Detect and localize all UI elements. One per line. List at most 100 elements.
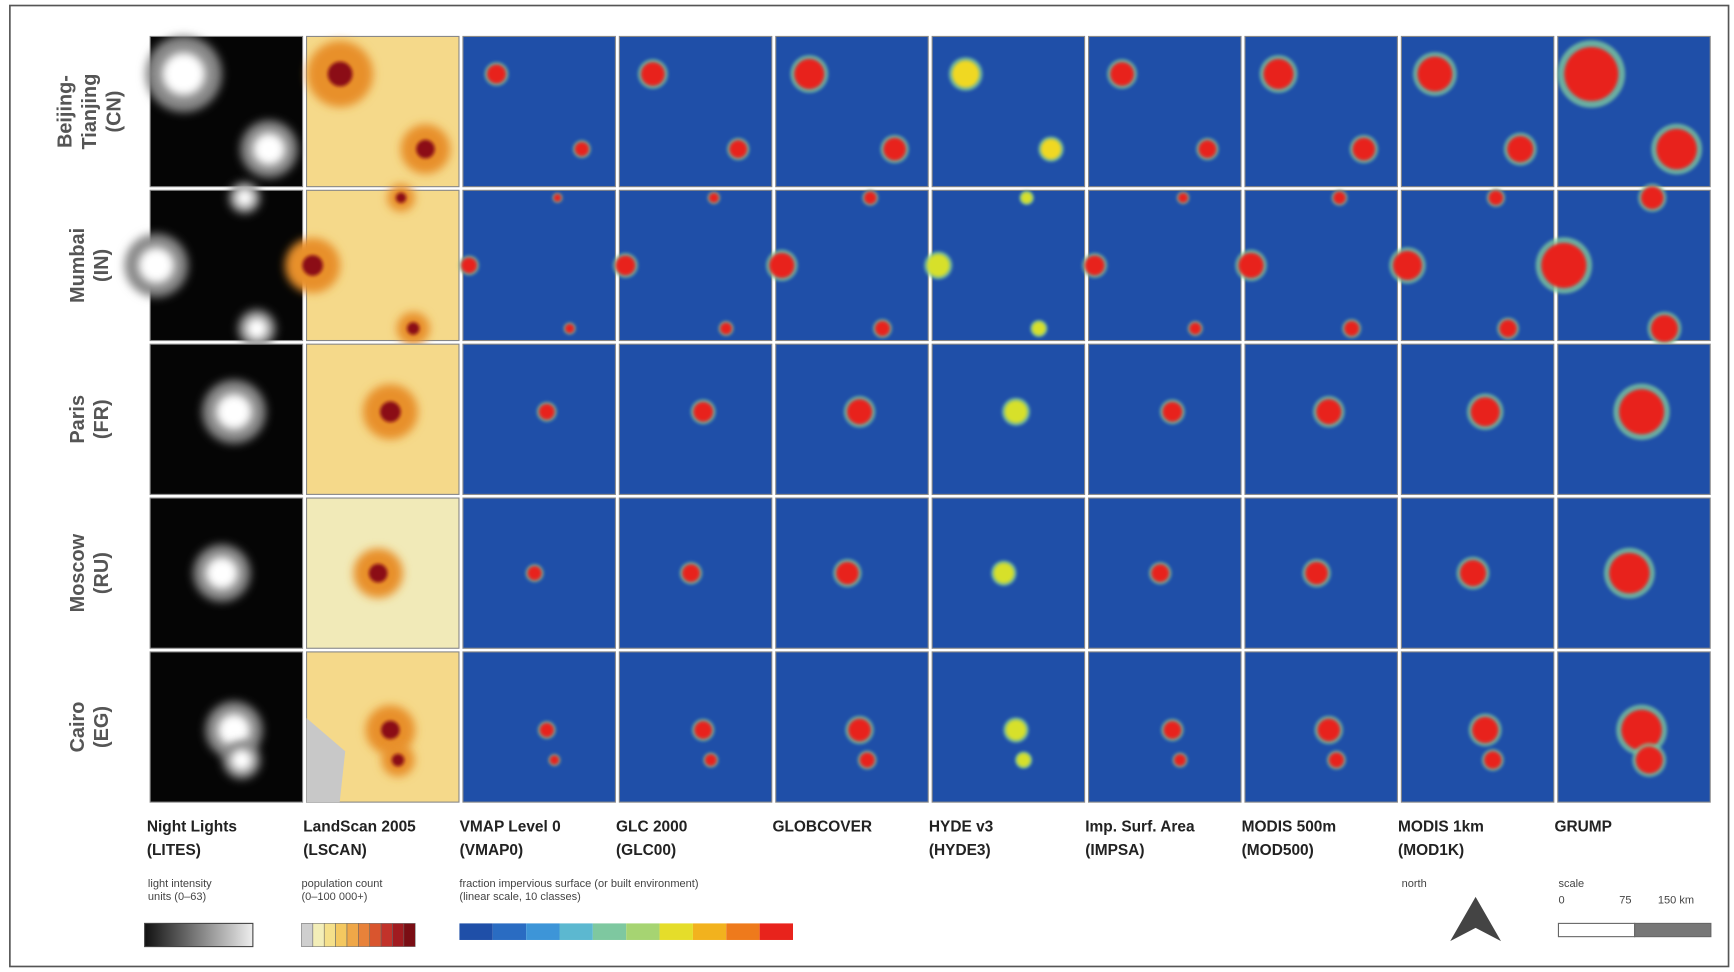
panel-bg	[776, 190, 928, 340]
row-label: Moscow	[67, 533, 89, 612]
panel-bg	[619, 190, 771, 340]
map-panel	[766, 190, 928, 341]
colorbar-cell	[760, 923, 793, 940]
urban-core	[709, 193, 719, 203]
colorbar-cell	[404, 923, 415, 946]
urban-core	[1041, 139, 1061, 159]
scale-bar-gray	[1635, 923, 1711, 936]
map-panel	[1089, 498, 1241, 648]
urban-core	[847, 399, 872, 424]
row-label: (IN)	[91, 249, 113, 282]
map-panel	[776, 652, 928, 802]
legend-text: scale	[1558, 878, 1584, 890]
map-panel	[285, 184, 459, 345]
urban-core	[1151, 564, 1169, 582]
map-panel	[1089, 36, 1241, 186]
pop-core	[407, 322, 419, 334]
column-label: (LSCAN)	[303, 842, 367, 859]
colorbar-cell	[726, 923, 759, 940]
map-panel	[1082, 190, 1241, 340]
map-panel	[150, 498, 302, 648]
column-label: (VMAP0)	[460, 842, 524, 859]
pop-core	[380, 401, 401, 422]
map-panel	[924, 190, 1084, 340]
map-panel	[1401, 36, 1553, 186]
urban-core	[1316, 399, 1341, 424]
urban-core	[1393, 251, 1422, 280]
column-label: Imp. Surf. Area	[1085, 819, 1195, 836]
urban-core	[1085, 255, 1105, 275]
panel-bg	[1089, 36, 1241, 186]
legend-text: units (0–63)	[148, 891, 206, 903]
urban-core	[883, 138, 906, 161]
urban-core	[540, 723, 554, 737]
map-panel	[1401, 498, 1553, 648]
urban-core	[1656, 129, 1697, 170]
map-panel	[463, 344, 615, 494]
figure: light intensity units (0–63) population …	[0, 0, 1734, 972]
map-panel	[1558, 36, 1711, 186]
column-label: (IMPSA)	[1085, 842, 1144, 859]
light-core	[218, 714, 250, 746]
impervious-colorbar	[459, 923, 793, 940]
urban-core	[1460, 560, 1486, 586]
urban-core	[1641, 187, 1664, 210]
map-panel	[1089, 344, 1241, 494]
column-label: GRUMP	[1554, 819, 1612, 836]
colorbar-cell	[324, 923, 335, 946]
urban-core	[616, 255, 636, 275]
scale-bar-white	[1558, 923, 1634, 936]
legend-text: (linear scale, 10 classes)	[459, 891, 580, 903]
urban-core	[682, 564, 700, 582]
urban-core	[1484, 751, 1501, 768]
map-panel	[1245, 344, 1397, 494]
urban-core	[1489, 191, 1504, 206]
map-panel	[1245, 36, 1397, 186]
urban-core	[1564, 47, 1618, 101]
map-panel	[1401, 344, 1553, 494]
column-label: MODIS 500m	[1242, 819, 1336, 836]
panel-bg	[1245, 190, 1397, 340]
urban-core	[641, 62, 665, 86]
urban-core	[927, 254, 950, 277]
column-label: MODIS 1km	[1398, 819, 1484, 836]
urban-core	[769, 253, 794, 278]
colorbar-cell	[526, 923, 559, 940]
map-panel	[463, 498, 615, 648]
urban-core	[1619, 389, 1664, 434]
pop-core	[381, 721, 400, 740]
scale-tick: 75	[1619, 895, 1631, 907]
map-panel	[463, 652, 615, 802]
map-panel	[307, 652, 459, 802]
map-panel	[619, 652, 771, 802]
urban-core	[1032, 322, 1046, 336]
map-panel	[1245, 652, 1397, 802]
urban-core	[565, 324, 575, 334]
light-core	[246, 318, 267, 339]
light-core	[138, 248, 174, 284]
legend-text: light intensity	[148, 878, 212, 890]
urban-core	[1344, 321, 1359, 336]
scale-tick: 150 km	[1658, 895, 1694, 907]
map-panel	[932, 498, 1084, 648]
urban-core	[1417, 57, 1452, 92]
urban-core	[1162, 402, 1182, 422]
colorbar-cell	[381, 923, 392, 946]
urban-core	[848, 719, 871, 742]
urban-core	[1651, 315, 1678, 342]
urban-core	[952, 60, 979, 87]
column-label: GLC 2000	[616, 819, 687, 836]
panel-bg	[1089, 190, 1241, 340]
urban-core	[875, 321, 890, 336]
legend-text: fraction impervious surface (or built en…	[459, 878, 698, 890]
column-label: HYDE v3	[929, 819, 994, 836]
population-colorbar	[301, 923, 415, 946]
row-label: (EG)	[91, 706, 113, 748]
urban-core	[1199, 140, 1217, 158]
column-label: LandScan 2005	[303, 819, 416, 836]
map-panel	[619, 344, 771, 494]
urban-core	[1005, 401, 1028, 424]
map-panel	[150, 652, 302, 802]
map-panel	[307, 344, 459, 494]
map-panel	[776, 344, 928, 494]
